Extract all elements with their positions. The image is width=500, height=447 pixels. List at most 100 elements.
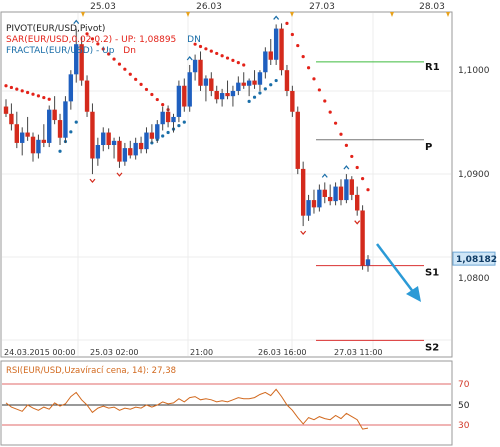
candle-body [106, 132, 111, 146]
sar-dot [20, 89, 24, 93]
price-tick: 1,0800 [458, 274, 490, 284]
sar-dot [209, 49, 213, 53]
sar-dot [290, 32, 294, 37]
candle-body [74, 44, 79, 75]
sar-legend-dn: DN [187, 35, 201, 45]
day-marker-icon [290, 12, 294, 17]
candle-body [338, 186, 344, 201]
candle-body [30, 136, 36, 154]
candle-body [3, 106, 9, 114]
sar-dot [339, 132, 343, 136]
candle-body [68, 74, 74, 102]
sar-dot [9, 85, 14, 90]
candle-body [160, 111, 165, 125]
candle-body [268, 51, 273, 60]
candle-body [214, 90, 219, 100]
fractal-down-icon [354, 220, 361, 225]
sar-legend[interactable]: SAR(EUR/USD,0.02,0.2) - UP: 1,08895 DN [6, 35, 201, 45]
sar-dot [90, 37, 95, 41]
candle-body [111, 140, 117, 146]
sar-dot [269, 83, 273, 87]
sar-dot [74, 120, 78, 124]
sar-dot [366, 188, 370, 192]
sar-dot [15, 87, 19, 91]
sar-dot [58, 149, 62, 153]
sar-dot [296, 43, 300, 48]
fractal-markers [73, 15, 361, 236]
pivot-legend[interactable]: PIVOT(EUR/USD,Pivot) [6, 24, 105, 34]
sar-dot [306, 66, 311, 70]
sar-dot [150, 92, 154, 97]
candle-body [192, 59, 198, 73]
top-date-axis: 25.03 26.03 27.03 28.03 [81, 2, 450, 17]
candle-body [187, 72, 192, 107]
sar-dot [134, 77, 138, 81]
candle-body [203, 78, 209, 86]
fractal-legend-name: FRACTAL(EUR/USD) - [6, 46, 102, 56]
candle-body [36, 139, 41, 154]
sar-dot [225, 56, 230, 60]
sar-dot [231, 58, 235, 62]
sar-dot [96, 42, 100, 46]
candle-body [90, 111, 95, 159]
sar-dot [47, 97, 51, 101]
sar-dot [215, 51, 219, 56]
candle-body [290, 90, 295, 112]
sar-dot [107, 52, 111, 56]
candle-body [63, 101, 68, 138]
rsi-tick-70: 70 [458, 380, 470, 390]
sar-dot [4, 84, 8, 88]
sar-dot [177, 124, 181, 128]
candle-body [52, 109, 57, 121]
candle-body [354, 194, 360, 211]
sar-dot [155, 97, 159, 102]
candle-body [20, 132, 25, 143]
sar-dot [242, 63, 246, 67]
sar-dot [139, 82, 143, 86]
candle-body [219, 93, 225, 100]
candle-body [344, 179, 349, 201]
fractal-down-icon [116, 172, 123, 177]
candle-body [317, 189, 322, 208]
candle-body [295, 111, 300, 169]
fractal-up-icon [73, 19, 80, 24]
candle-body [122, 148, 128, 162]
rsi-legend[interactable]: RSI(EUR/USD,Uzavírací cena, 14): 27,38 [6, 366, 176, 376]
candle-body [144, 132, 149, 150]
candle-body [225, 93, 230, 97]
candle-body [236, 82, 241, 91]
fractal-legend[interactable]: FRACTAL(EUR/USD) - Up Dn [6, 46, 136, 56]
candle-body [246, 80, 252, 86]
time-axis: 24.03.2015 00:00 25.03 02:00 21:00 26.03… [4, 348, 383, 357]
sar-dot [42, 95, 46, 100]
candle-body [155, 124, 160, 139]
sar-dot [123, 67, 127, 71]
day-marker-icon [446, 12, 450, 17]
sar-dot [161, 103, 165, 107]
candle-body [209, 78, 214, 91]
rsi-tick-30: 30 [458, 421, 470, 431]
fractal-legend-up: Up [102, 46, 115, 56]
candle-body [101, 132, 106, 146]
candle-body [263, 51, 268, 73]
candle-body [84, 80, 90, 112]
candle-body [252, 80, 257, 85]
pivot-s1-label: S1 [425, 268, 439, 279]
sar-dot [285, 21, 289, 25]
sar-dot [328, 110, 332, 114]
date-label: 25.03 [90, 2, 116, 12]
sar-dot [236, 61, 240, 65]
pivot-r1-label: R1 [425, 62, 440, 73]
sar-dot [344, 143, 348, 147]
candle-body [9, 113, 14, 125]
candles [3, 23, 371, 272]
sar-dot [85, 32, 89, 36]
sar-dot [101, 47, 105, 51]
current-price-badge [452, 251, 496, 266]
price-tick: 1,0900 [458, 170, 490, 180]
sar-dot [198, 44, 203, 49]
sar-dot [182, 120, 186, 124]
sar-dot [312, 77, 316, 81]
rsi-panel [0, 360, 453, 446]
